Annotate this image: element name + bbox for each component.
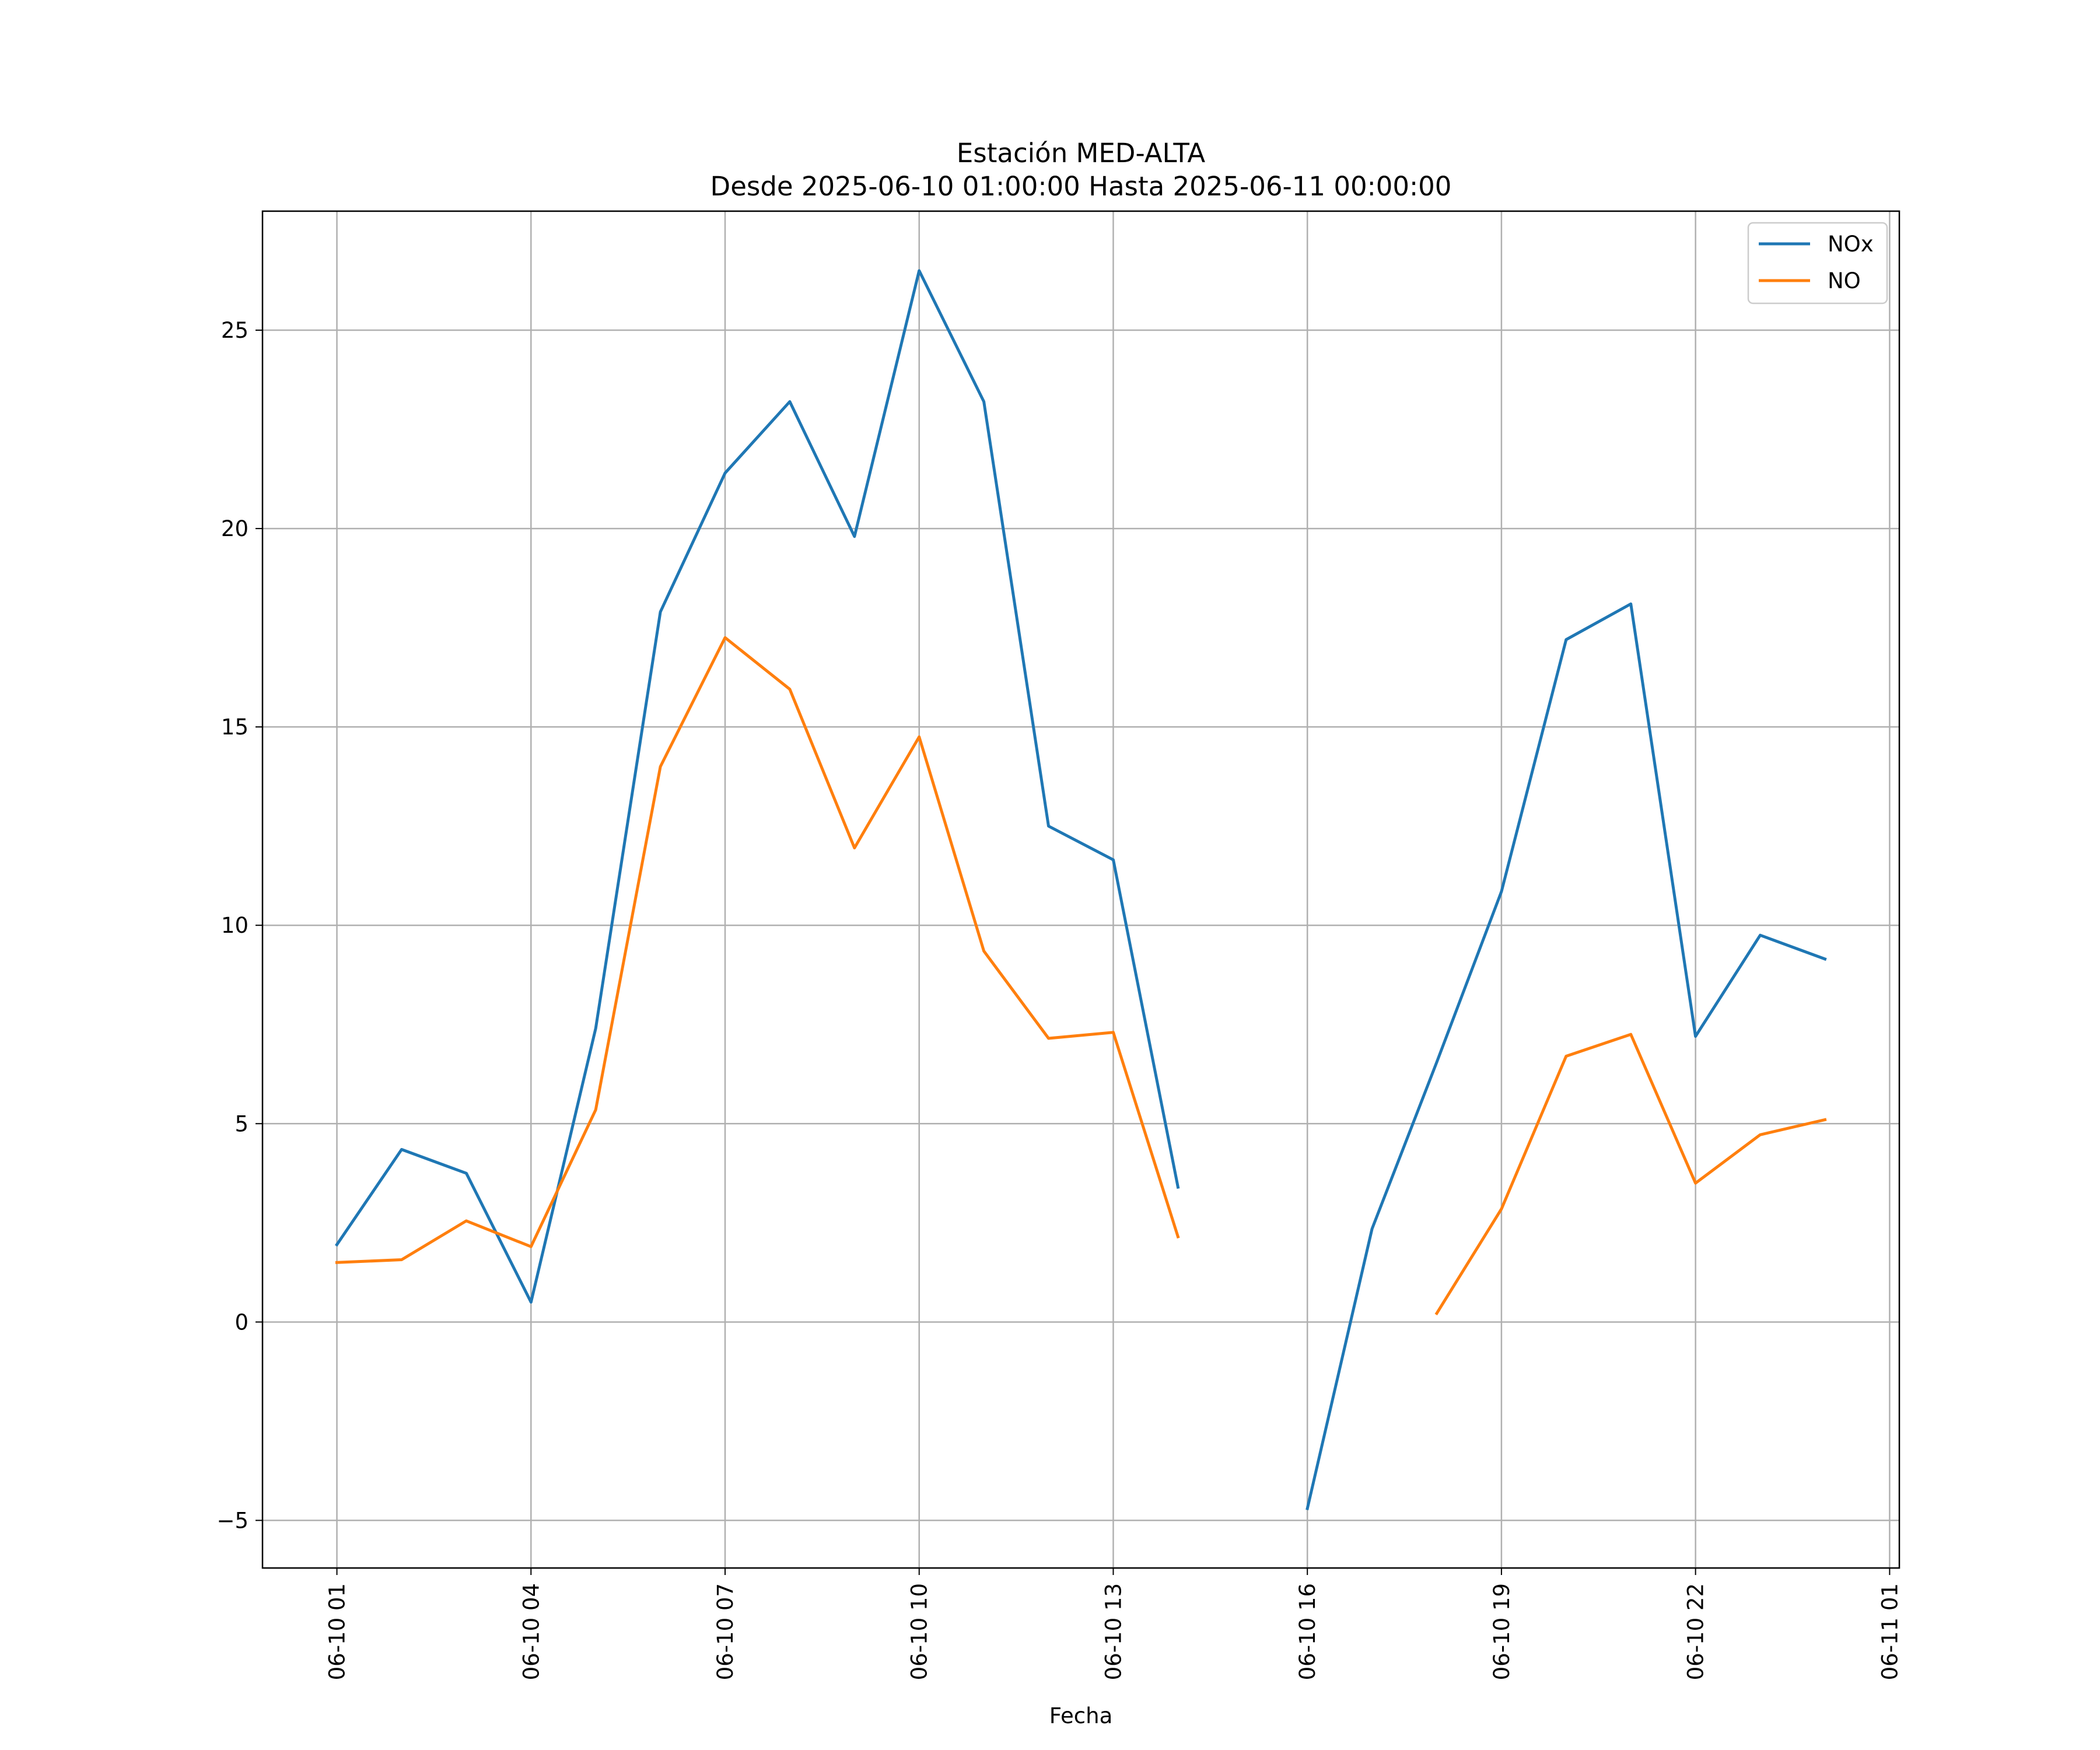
legend: NOx NO (1747, 222, 1888, 304)
x-axis: 06-10 01 06-10 04 06-10 07 06-10 10 06-10 13… (325, 1568, 1902, 1680)
chart-subtitle: Desde 2025-06-10 01:00:00 Hasta 2025-06-… (710, 171, 1452, 202)
x-tick-label: 06-10 22 (1684, 1583, 1709, 1680)
y-tick-label: 5 (235, 1111, 249, 1136)
x-tick-label: 06-10 16 (1295, 1583, 1320, 1680)
x-axis-label: Fecha (1049, 1703, 1113, 1728)
x-tick-label: 06-10 19 (1489, 1583, 1514, 1680)
y-axis: −5 0 5 10 15 20 25 (216, 318, 262, 1533)
y-tick-label: 25 (221, 318, 249, 343)
legend-label-no: NO (1828, 268, 1861, 293)
x-tick-label: 06-10 13 (1101, 1583, 1126, 1680)
y-tick-label: 10 (221, 913, 249, 938)
series-nox (335, 269, 1827, 1510)
x-tick-label: 06-10 07 (713, 1583, 738, 1680)
series-line-nox (1306, 602, 1827, 1510)
series-line-no (1434, 1032, 1827, 1315)
y-tick-label: −5 (216, 1508, 249, 1533)
legend-label-nox: NOx (1828, 232, 1874, 257)
grid (262, 211, 1899, 1568)
x-tick-label: 06-10 01 (325, 1583, 350, 1680)
y-tick-label: 0 (235, 1310, 249, 1335)
x-tick-label: 06-10 04 (519, 1583, 544, 1680)
series-line-no (335, 636, 1180, 1264)
series-line-nox (335, 269, 1180, 1304)
chart-title: Estación MED-ALTA (957, 138, 1206, 169)
series-no (335, 636, 1827, 1315)
y-tick-label: 15 (221, 715, 249, 740)
y-tick-label: 20 (221, 516, 249, 541)
x-tick-label: 06-11 01 (1877, 1583, 1902, 1680)
plot-frame (261, 210, 1901, 1569)
x-tick-label: 06-10 10 (907, 1583, 932, 1680)
series-group (335, 269, 1827, 1510)
